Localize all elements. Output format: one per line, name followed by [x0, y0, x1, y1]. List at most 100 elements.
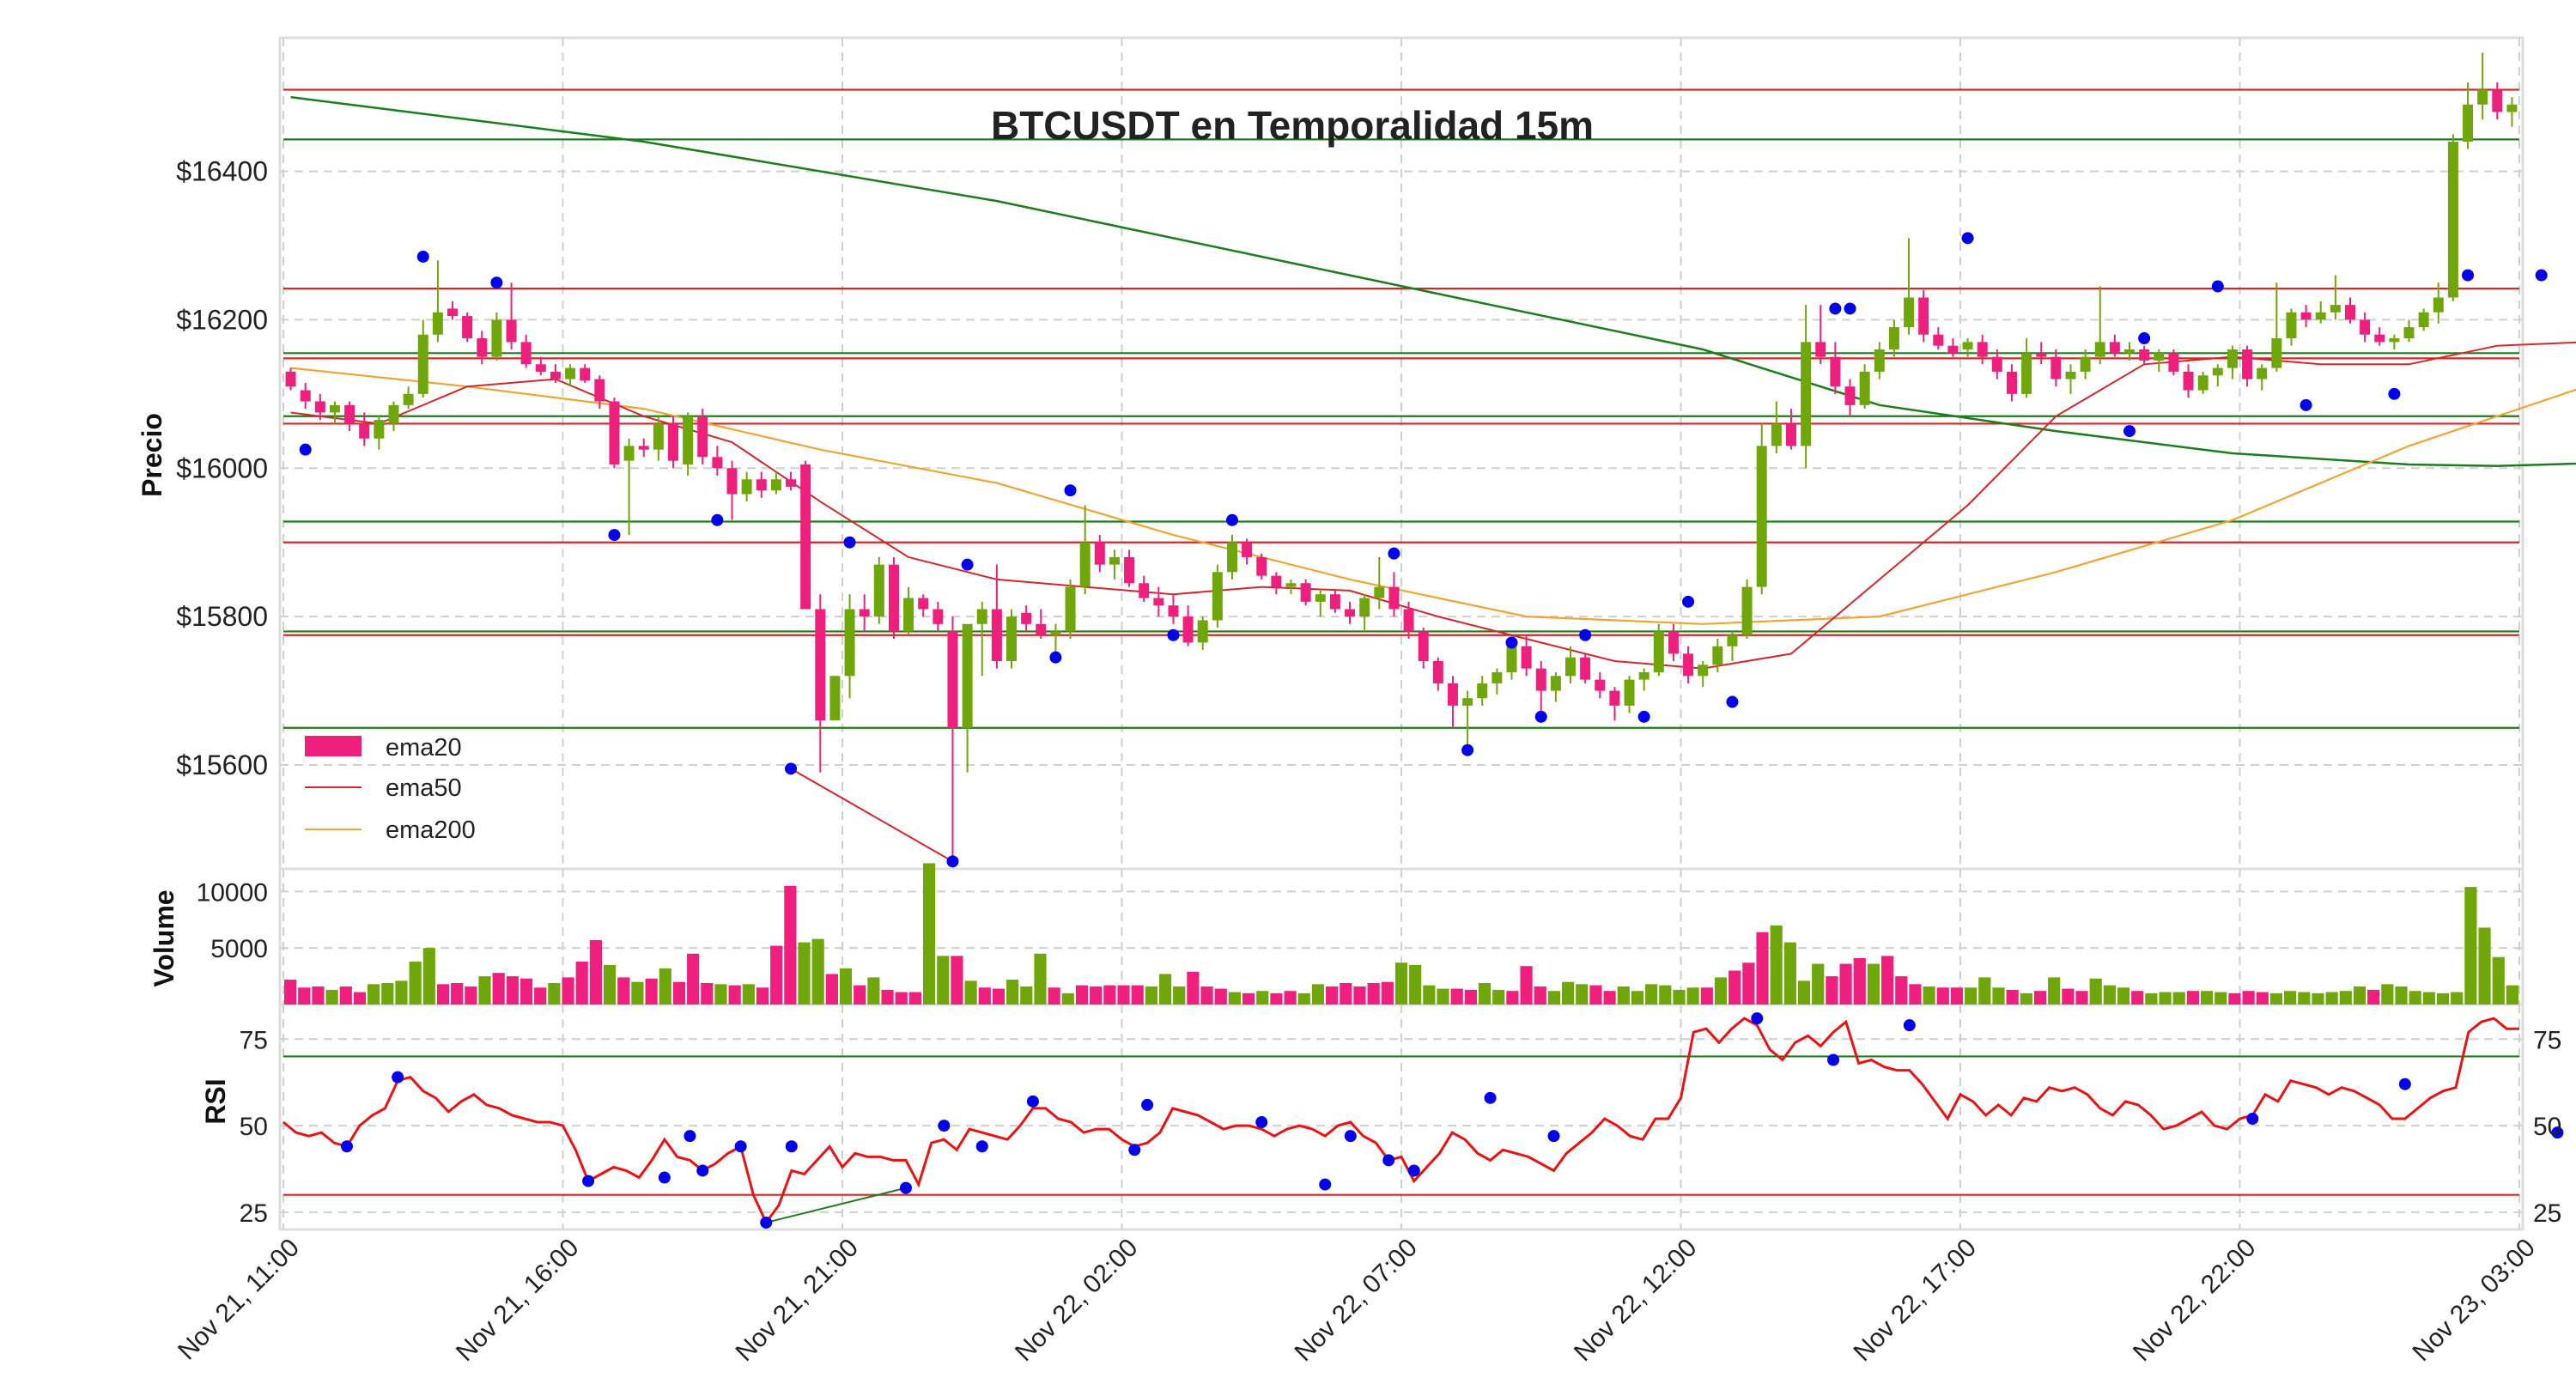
volume-bar	[1534, 986, 1546, 1005]
volume-bar	[575, 961, 588, 1005]
candle-body	[786, 479, 797, 487]
candle-body	[1065, 586, 1076, 632]
candle-body	[344, 404, 355, 424]
candle-body	[1006, 616, 1018, 661]
rsi-line	[283, 1017, 2519, 1225]
candle-body	[1580, 657, 1591, 680]
volume-layer	[284, 863, 2518, 1005]
volume-bar	[2242, 991, 2255, 1005]
volume-bar	[353, 992, 367, 1005]
volume-bar	[687, 953, 700, 1005]
volume-bar	[2325, 992, 2338, 1005]
candle-body	[388, 404, 399, 424]
volume-bar	[1867, 963, 1880, 1005]
rsi-trend-line	[765, 1187, 907, 1223]
volume-bar	[562, 977, 574, 1005]
volume-bar	[1728, 970, 1741, 1005]
volume-bar	[1853, 958, 1866, 1005]
candle-body	[2065, 371, 2076, 379]
candle-body	[2492, 89, 2503, 112]
candle-body	[2227, 349, 2238, 368]
volume-bar	[770, 945, 783, 1005]
volume-bar	[325, 989, 338, 1005]
candle-body	[285, 371, 296, 387]
candle-body	[1727, 634, 1738, 647]
volume-bar	[2339, 991, 2352, 1005]
volume-bar	[1589, 985, 1602, 1005]
rsi-pivot-point	[785, 1140, 798, 1153]
price-pivot-point	[1844, 302, 1856, 315]
candle-body	[2094, 342, 2105, 357]
volume-bar	[548, 982, 561, 1005]
volume-bar	[409, 961, 422, 1005]
candle-body	[1550, 676, 1561, 691]
candle-body	[1698, 665, 1709, 677]
candle-body	[565, 367, 576, 379]
candle-body	[1771, 423, 1782, 446]
legend-label-ema20: ema20	[386, 734, 462, 762]
volume-bar	[1034, 953, 1047, 1005]
volume-bar	[784, 885, 797, 1005]
rsi-pivot-point	[899, 1181, 912, 1194]
candle-body	[1801, 342, 1812, 446]
rsi-y-tick-label: 25	[240, 1199, 268, 1228]
candle-body	[2109, 342, 2120, 354]
candle-body	[1021, 612, 1032, 624]
volume-bar	[867, 977, 880, 1005]
volume-bar	[1006, 980, 1019, 1005]
rsi-pivot-point	[392, 1071, 404, 1084]
volume-bar	[1965, 987, 1978, 1005]
price-pivot-point	[1167, 628, 1180, 641]
price-pivot-point	[1961, 232, 1974, 245]
volume-bar	[2409, 991, 2421, 1005]
candle-body	[667, 423, 678, 461]
volume-bar	[368, 984, 380, 1005]
volume-bar	[1020, 986, 1033, 1005]
candle-body	[609, 401, 620, 464]
rsi-pivot-point	[696, 1164, 709, 1177]
volume-bar	[2145, 993, 2158, 1005]
candle-body	[2036, 353, 2047, 357]
rsi-pivot-point	[683, 1130, 696, 1143]
candle-body	[1300, 583, 1311, 602]
price-trend-line	[790, 768, 953, 863]
candle-body	[1977, 342, 1988, 357]
volume-bar	[2464, 887, 2477, 1005]
candle-body	[800, 464, 811, 610]
candle-body	[329, 404, 340, 413]
volume-bar	[1228, 992, 1241, 1005]
rsi-pivot-point	[1319, 1178, 1332, 1191]
volume-bar	[1783, 942, 1796, 1005]
candle-body	[683, 416, 694, 464]
candle-body	[873, 564, 884, 617]
ema200-line	[290, 95, 2576, 467]
rsi-pivot-point	[1128, 1144, 1141, 1156]
candle-body	[2389, 338, 2400, 343]
candle-body	[653, 423, 664, 450]
candle-body	[2330, 305, 2341, 313]
candle-body	[594, 379, 605, 402]
candle-body	[1271, 575, 1282, 587]
volume-bar	[839, 968, 853, 1005]
volume-bar	[714, 984, 727, 1005]
volume-bar	[1645, 984, 1658, 1005]
volume-bar	[1700, 987, 1713, 1005]
volume-bar	[2353, 986, 2366, 1005]
price-pivot-point	[1505, 636, 1518, 649]
price-pivot-point	[2388, 387, 2401, 400]
candle-body	[2183, 371, 2194, 391]
candle-body	[1153, 598, 1164, 606]
volume-bar	[1145, 986, 1157, 1005]
candle-body	[2124, 349, 2136, 354]
candle-body	[2242, 349, 2253, 379]
pivot-layer	[299, 232, 2564, 1229]
rsi-pivot-point	[1344, 1130, 1357, 1143]
legend-swatch-ema20	[305, 736, 361, 756]
volume-bar	[1326, 986, 1339, 1005]
candle-body	[2197, 375, 2208, 391]
candle-body	[1447, 683, 1458, 706]
volume-bar	[2506, 985, 2518, 1005]
candle-body	[2477, 89, 2488, 105]
candle-body	[1888, 327, 1899, 349]
